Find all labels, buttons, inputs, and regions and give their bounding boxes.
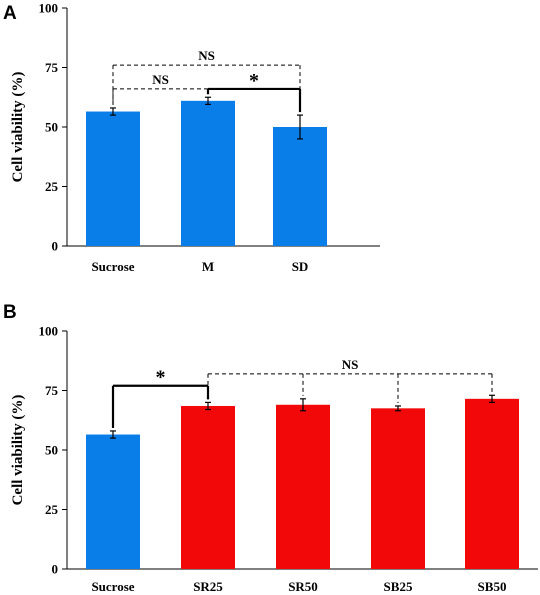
- significance-ns: NS: [198, 48, 215, 63]
- x-tick-label: SB50: [478, 579, 507, 594]
- y-tick-label: 100: [39, 324, 59, 339]
- y-tick-label: 75: [45, 60, 59, 75]
- y-axis-label: Cell viability (%): [10, 72, 26, 183]
- chart-panel-b: B Cell viability (%) 0 25 50 75 100 Sucrose SR25…: [3, 302, 538, 594]
- chart-panel-a: A Cell viability (%) 0 25 50 75 100 Sucrose M SD N…: [3, 1, 380, 274]
- bar-sb25: [371, 408, 425, 569]
- bar-sd: [273, 127, 327, 246]
- x-tick-label: Sucrose: [91, 259, 134, 274]
- panel-label: A: [3, 3, 17, 24]
- x-tick-label: SR50: [288, 579, 318, 594]
- y-tick-label: 0: [52, 562, 59, 577]
- x-tick-label: M: [202, 259, 214, 274]
- y-tick-label: 0: [52, 239, 59, 254]
- bar-sr50: [276, 404, 330, 569]
- y-tick-label: 50: [45, 120, 58, 135]
- y-axis-label: Cell viability (%): [10, 395, 26, 506]
- significance-ns: NS: [342, 357, 359, 372]
- x-tick-label: Sucrose: [91, 579, 134, 594]
- x-tick-label: SB25: [384, 579, 413, 594]
- bar-sb50: [465, 398, 519, 569]
- x-tick-label: SD: [292, 259, 309, 274]
- bar-sucrose: [86, 111, 140, 246]
- significance-star: *: [249, 70, 259, 92]
- bar-m: [181, 100, 235, 246]
- significance-ns: NS: [152, 72, 169, 87]
- panel-label: B: [3, 302, 17, 323]
- y-tick-label: 100: [39, 1, 59, 16]
- y-tick-label: 50: [45, 443, 58, 458]
- bar-sr25: [181, 405, 235, 569]
- x-tick-label: SR25: [193, 579, 223, 594]
- significance-star: *: [156, 367, 166, 389]
- y-tick-label: 25: [45, 179, 59, 194]
- y-tick-label: 25: [45, 502, 59, 517]
- y-tick-label: 75: [45, 383, 59, 398]
- bar-sucrose: [86, 434, 140, 569]
